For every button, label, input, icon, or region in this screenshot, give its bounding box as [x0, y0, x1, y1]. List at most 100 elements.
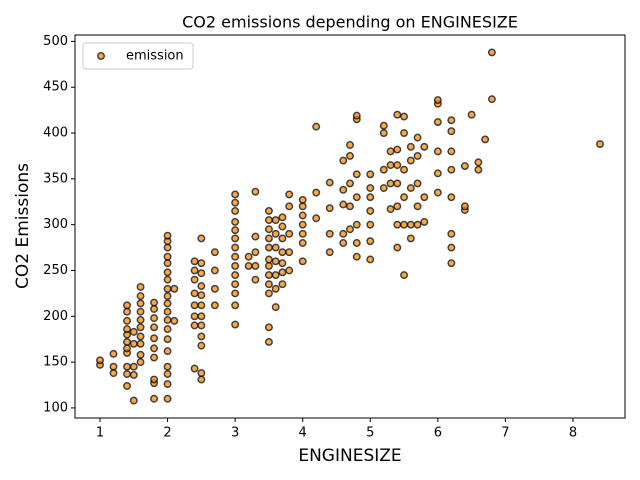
scatter-point [406, 220, 415, 229]
scatter-point [596, 140, 604, 148]
scatter-point [271, 229, 280, 238]
scatter-point [197, 269, 206, 278]
scatter-point [129, 362, 138, 371]
scatter-point [231, 206, 240, 215]
scatter-point [460, 202, 469, 211]
scatter-point [150, 298, 159, 307]
scatter-point [278, 268, 287, 277]
y-axis-label: CO2 Emissions [13, 163, 33, 289]
scatter-point [150, 375, 159, 384]
scatter-point [197, 312, 206, 321]
scatter-point [251, 232, 260, 241]
scatter-point [271, 303, 280, 312]
scatter-point [210, 301, 219, 310]
scatter-point [123, 362, 131, 371]
scatter-point [109, 349, 118, 358]
scatter-point [271, 271, 280, 280]
scatter-point [244, 261, 253, 270]
scatter-point [413, 202, 422, 211]
scatter-point [231, 271, 240, 280]
scatter-point [123, 325, 131, 334]
scatter-point [197, 369, 206, 378]
scatter-point [393, 161, 402, 170]
scatter-point [460, 162, 469, 170]
x-tick-label: 2 [163, 426, 171, 441]
scatter-point [163, 394, 172, 403]
scatter-point [366, 170, 375, 179]
scatter-point [136, 316, 145, 324]
axes-frame [74, 34, 626, 419]
scatter-point [136, 358, 145, 367]
y-tick-label: 300 [43, 217, 68, 232]
scatter-point [210, 248, 219, 257]
y-tick-label: 250 [43, 263, 68, 278]
x-tick-label: 1 [96, 426, 104, 441]
scatter-point [190, 301, 199, 310]
scatter-point [190, 364, 199, 373]
scatter-point [264, 323, 273, 332]
scatter-point [150, 314, 159, 323]
scatter-point [136, 350, 145, 359]
scatter-point [264, 216, 273, 225]
scatter-point [163, 284, 172, 293]
scatter-point [379, 165, 388, 174]
scatter-point [346, 179, 354, 188]
scatter-point [163, 275, 172, 284]
scatter-point [271, 243, 280, 252]
scatter-point [163, 231, 172, 240]
scatter-point [150, 334, 159, 343]
scatter-point [244, 252, 253, 261]
scatter-point [197, 259, 206, 268]
scatter-point [231, 280, 240, 289]
scatter-point [163, 370, 172, 378]
scatter-point [231, 190, 240, 199]
scatter-point [285, 266, 294, 275]
scatter-point [447, 116, 456, 125]
scatter-point [197, 321, 206, 330]
scatter-point [366, 255, 375, 264]
scatter-point [264, 271, 273, 280]
x-axis-label: ENGINESIZE [298, 446, 401, 466]
scatter-point [379, 129, 388, 137]
scatter-point [278, 213, 287, 222]
scatter-point [251, 261, 260, 270]
x-tick-label: 8 [569, 426, 577, 441]
scatter-point [386, 179, 395, 188]
scatter-point [150, 344, 159, 353]
chart-title: CO2 emissions depending on ENGINESIZE [182, 13, 518, 32]
scatter-point [312, 122, 321, 131]
scatter-point [231, 301, 240, 310]
scatter-point [278, 234, 287, 243]
x-tick-label: 7 [501, 426, 509, 441]
scatter-point [447, 127, 456, 136]
scatter-point [447, 165, 456, 174]
scatter-point [190, 312, 199, 321]
scatter-point [298, 195, 307, 204]
x-tick-label: 5 [366, 426, 374, 441]
scatter-point [136, 323, 145, 332]
scatter-point [420, 193, 429, 202]
scatter-point [298, 239, 307, 247]
scatter-point [285, 229, 294, 238]
scatter-point [163, 299, 172, 308]
scatter-point [136, 307, 145, 316]
scatter-point [413, 179, 422, 188]
scatter-point [400, 220, 409, 229]
scatter-point [420, 142, 429, 151]
scatter-point [406, 234, 415, 243]
scatter-point [447, 229, 456, 238]
scatter-point [136, 292, 145, 301]
scatter-point [271, 216, 280, 225]
scatter-point [123, 370, 131, 378]
scatter-point [96, 356, 104, 365]
scatter-point [433, 96, 442, 105]
scatter-point [325, 204, 334, 213]
scatter-point [197, 332, 206, 341]
scatter-point [231, 234, 240, 243]
scatter-point [197, 234, 206, 243]
y-tick-label: 150 [43, 355, 68, 370]
scatter-point [190, 321, 199, 330]
scatter-point [271, 257, 280, 266]
scatter-point [271, 284, 280, 293]
scatter-point [481, 135, 490, 144]
